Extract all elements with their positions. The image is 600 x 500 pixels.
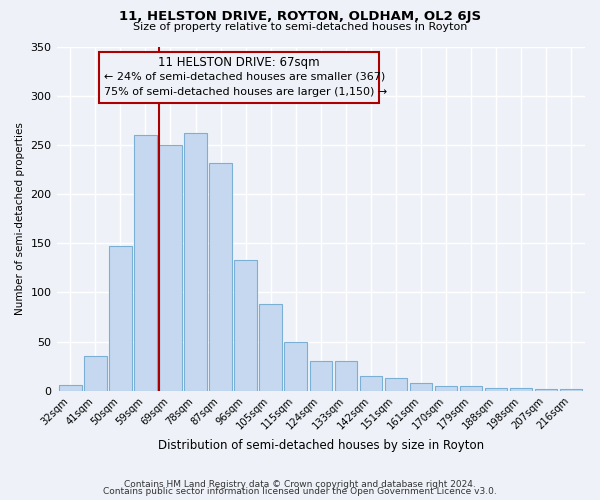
Bar [310,361,332,390]
Bar [335,361,357,390]
Text: 75% of semi-detached houses are larger (1,150) →: 75% of semi-detached houses are larger (… [104,87,388,97]
Bar [485,388,508,390]
Bar [259,304,282,390]
Bar [109,246,131,390]
Bar [59,385,82,390]
Bar [560,388,583,390]
Bar [159,145,182,390]
Text: Size of property relative to semi-detached houses in Royton: Size of property relative to semi-detach… [133,22,467,32]
Text: 11 HELSTON DRIVE: 67sqm: 11 HELSTON DRIVE: 67sqm [158,56,320,69]
Y-axis label: Number of semi-detached properties: Number of semi-detached properties [15,122,25,315]
Bar [209,162,232,390]
Bar [435,386,457,390]
Bar [134,135,157,390]
Bar [385,378,407,390]
Text: Contains public sector information licensed under the Open Government Licence v3: Contains public sector information licen… [103,487,497,496]
FancyBboxPatch shape [99,52,379,104]
Bar [184,133,207,390]
Bar [510,388,532,390]
X-axis label: Distribution of semi-detached houses by size in Royton: Distribution of semi-detached houses by … [158,440,484,452]
Bar [284,342,307,390]
Bar [535,388,557,390]
Bar [235,260,257,390]
Text: Contains HM Land Registry data © Crown copyright and database right 2024.: Contains HM Land Registry data © Crown c… [124,480,476,489]
Bar [410,383,432,390]
Bar [84,356,107,390]
Bar [359,376,382,390]
Text: 11, HELSTON DRIVE, ROYTON, OLDHAM, OL2 6JS: 11, HELSTON DRIVE, ROYTON, OLDHAM, OL2 6… [119,10,481,23]
Text: ← 24% of semi-detached houses are smaller (367): ← 24% of semi-detached houses are smalle… [104,72,385,82]
Bar [460,386,482,390]
